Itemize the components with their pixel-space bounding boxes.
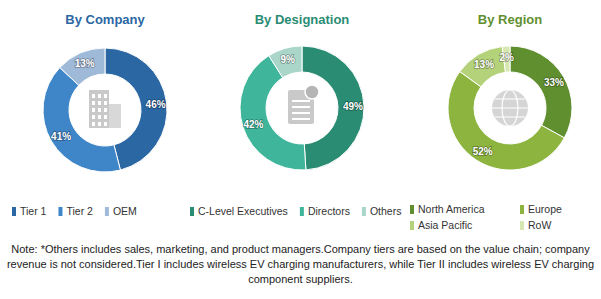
slices bbox=[448, 46, 572, 170]
data-label: 33% bbox=[544, 77, 564, 88]
slices bbox=[43, 48, 167, 172]
slice bbox=[269, 46, 302, 78]
icon-globe-line bbox=[495, 117, 525, 118]
legend-swatch bbox=[410, 221, 414, 230]
legend-label: Tier 2 bbox=[66, 205, 93, 217]
chart-canvas: By Company 46% 41% 13% Tier 1 Tier 2 OEM By Des… bbox=[0, 0, 601, 240]
data-labels: 49% 42% 9% bbox=[243, 54, 363, 130]
chart-title: By Designation bbox=[255, 12, 350, 27]
donut-chart: By Company 46% 41% 13% Tier 1 Tier 2 OEM bbox=[12, 12, 167, 217]
icon-line bbox=[292, 100, 310, 102]
legend-swatch bbox=[105, 207, 109, 216]
data-label: 2% bbox=[500, 52, 515, 63]
legend-swatch bbox=[58, 207, 62, 216]
legend-swatch bbox=[362, 207, 366, 216]
icon-window bbox=[92, 108, 95, 112]
legend-swatch bbox=[520, 221, 524, 230]
data-label: 52% bbox=[473, 146, 493, 157]
legend-label: Europe bbox=[528, 203, 562, 215]
data-label: 9% bbox=[281, 54, 296, 65]
legend-label: Tier 1 bbox=[20, 205, 47, 217]
icon-window bbox=[98, 122, 101, 126]
icon-globe bbox=[492, 90, 528, 126]
icon-window bbox=[92, 101, 95, 105]
icon-window bbox=[92, 115, 95, 119]
icon-window bbox=[98, 101, 101, 105]
slice bbox=[510, 46, 572, 138]
legend-label: North America bbox=[418, 203, 485, 215]
icon-globe-line bbox=[495, 99, 525, 100]
icon-line bbox=[292, 106, 310, 108]
slices bbox=[240, 46, 364, 170]
data-label: 41% bbox=[51, 131, 71, 142]
data-label: 42% bbox=[243, 119, 263, 130]
slice bbox=[43, 68, 120, 172]
legend-swatch bbox=[410, 205, 414, 214]
icon-window bbox=[98, 94, 101, 98]
icon-line bbox=[292, 118, 310, 120]
legend: North America Europe Asia Pacific RoW bbox=[410, 203, 562, 231]
icon-building bbox=[89, 90, 109, 128]
legend: Tier 1 Tier 2 OEM bbox=[12, 205, 137, 217]
legend-label: RoW bbox=[528, 219, 551, 231]
icon-window bbox=[92, 122, 95, 126]
legend-label: C-Level Executives bbox=[198, 205, 288, 217]
icon-globe-line bbox=[492, 107, 528, 108]
legend-swatch bbox=[520, 205, 524, 214]
slice bbox=[60, 48, 105, 85]
legend-swatch bbox=[300, 207, 304, 216]
legend-label: Asia Pacific bbox=[418, 219, 472, 231]
donut-chart: By Designation 49% 42% 9% C-Level Executives… bbox=[190, 12, 401, 217]
slice bbox=[448, 72, 564, 170]
legend-swatch bbox=[190, 207, 194, 216]
icon-window bbox=[104, 115, 107, 119]
legend: C-Level Executives Directors Others bbox=[190, 205, 401, 217]
data-label: 13% bbox=[474, 59, 494, 70]
chart-title: By Company bbox=[65, 12, 145, 27]
legend-label: OEM bbox=[113, 205, 137, 217]
icon-line bbox=[292, 112, 310, 114]
icon-window bbox=[104, 108, 107, 112]
chart-title: By Region bbox=[478, 12, 542, 27]
legend-swatch bbox=[12, 207, 16, 216]
icon-window bbox=[104, 94, 107, 98]
icon-building bbox=[109, 104, 121, 128]
data-labels: 33% 52% 13% 2% bbox=[473, 52, 564, 157]
data-labels: 46% 41% 13% bbox=[51, 58, 166, 142]
icon-window bbox=[92, 94, 95, 98]
icon-window bbox=[104, 122, 107, 126]
donut-chart: By Region 33% 52% 13% 2% North America Europe A… bbox=[410, 12, 572, 231]
data-label: 13% bbox=[75, 58, 95, 69]
page: {"chart_data": [ {"type": "pie", "title"… bbox=[0, 0, 601, 299]
icon-window bbox=[98, 108, 101, 112]
data-label: 46% bbox=[146, 99, 166, 110]
legend-label: Others bbox=[370, 205, 402, 217]
icon-badge bbox=[305, 85, 319, 99]
icon-window bbox=[98, 115, 101, 119]
icon-window bbox=[104, 101, 107, 105]
legend-label: Directors bbox=[308, 205, 350, 217]
note: Note: *Others includes sales, marketing,… bbox=[2, 242, 599, 287]
data-label: 49% bbox=[343, 101, 363, 112]
